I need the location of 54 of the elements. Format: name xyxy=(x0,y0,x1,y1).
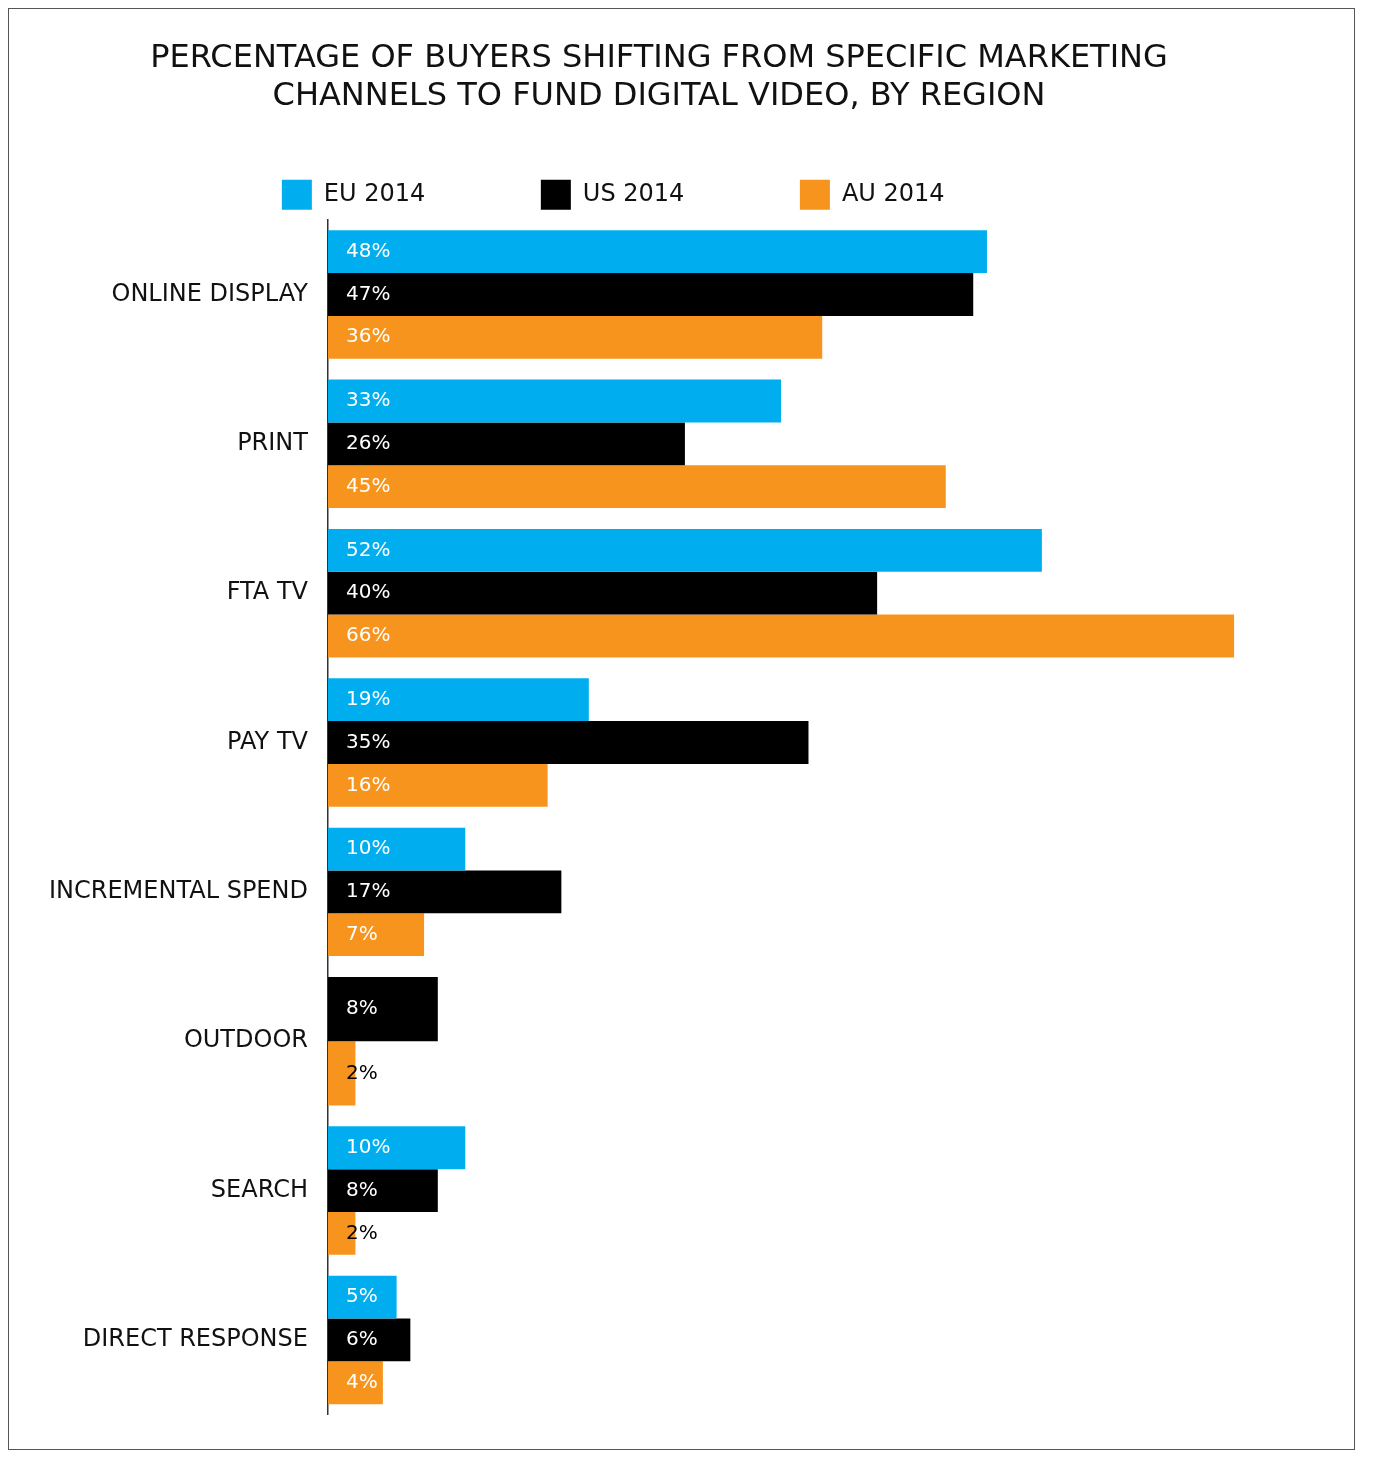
bar xyxy=(327,1275,397,1319)
y-tick-label: FTA TV xyxy=(226,577,309,606)
data-label: 7% xyxy=(345,920,378,945)
data-label: 45% xyxy=(345,472,391,497)
data-label: 48% xyxy=(345,237,391,262)
bar xyxy=(327,465,946,509)
data-label: 10% xyxy=(345,1133,391,1158)
bar xyxy=(327,571,878,615)
text: PERCENTAGE OF BUYERS SHIFTING FROM SPECIFIC MARKETING xyxy=(150,36,1168,75)
bar xyxy=(327,678,589,722)
bar xyxy=(327,721,809,764)
bar xyxy=(327,230,987,274)
data-label: 47% xyxy=(345,280,391,305)
y-tick-label: INCREMENTAL SPEND xyxy=(48,876,308,905)
bar xyxy=(327,273,974,316)
data-label: 16% xyxy=(345,771,391,796)
data-label: 6% xyxy=(345,1326,378,1351)
bar xyxy=(327,1318,411,1362)
data-label: 19% xyxy=(345,685,391,710)
data-label: 8% xyxy=(345,995,378,1020)
data-label: 52% xyxy=(345,536,391,561)
data-label: 5% xyxy=(345,1283,378,1308)
data-label: 10% xyxy=(345,835,391,860)
bar xyxy=(327,422,685,466)
bar xyxy=(327,528,1042,572)
data-label: 66% xyxy=(345,622,391,647)
y-tick-label: ONLINE DISPLAY xyxy=(111,278,309,307)
bar xyxy=(327,1169,438,1212)
bar xyxy=(327,379,782,423)
data-label: 17% xyxy=(345,878,391,903)
data-label: 35% xyxy=(345,728,391,753)
bar xyxy=(327,614,1235,658)
y-tick-label: SEARCH xyxy=(210,1174,308,1203)
bar xyxy=(327,827,466,871)
legend-label: EU 2014 xyxy=(323,179,517,208)
y-tick-label: DIRECT RESPONSE xyxy=(82,1324,308,1353)
y-tick-label: PRINT xyxy=(237,428,309,457)
bar xyxy=(327,1126,466,1170)
data-label: 36% xyxy=(345,323,391,348)
data-label: 26% xyxy=(345,430,391,455)
data-label: 33% xyxy=(345,387,391,412)
y-tick-label: OUTDOOR xyxy=(183,1025,308,1054)
bar xyxy=(327,870,562,914)
data-label: 8% xyxy=(345,1176,378,1201)
data-label: 40% xyxy=(345,579,391,604)
bar xyxy=(327,913,425,957)
y-tick-label: PAY TV xyxy=(227,726,309,755)
legend-label: AU 2014 xyxy=(841,179,1037,208)
bar xyxy=(327,1361,383,1405)
bar xyxy=(327,315,823,359)
text: CHANNELS TO FUND DIGITAL VIDEO, BY REGION xyxy=(272,74,1046,113)
bar xyxy=(327,763,548,807)
data-label: 4% xyxy=(345,1368,378,1393)
legend-label: US 2014 xyxy=(582,179,776,208)
